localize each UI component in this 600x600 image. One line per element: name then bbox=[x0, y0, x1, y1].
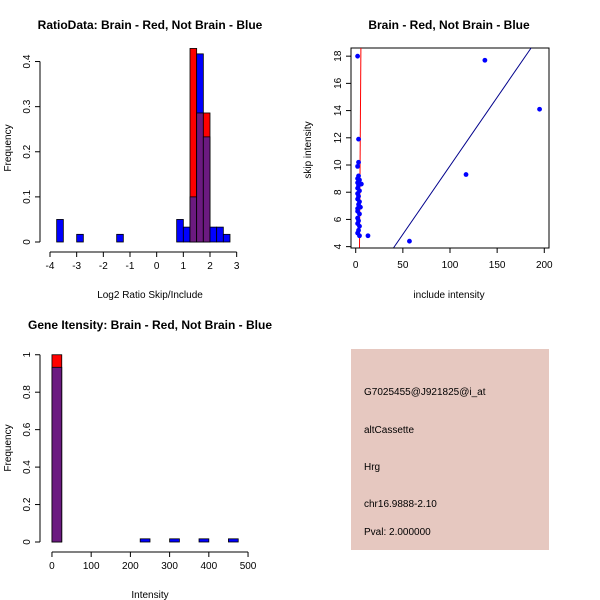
scatter-point bbox=[357, 233, 362, 239]
y-tick-label: 6 bbox=[333, 216, 344, 222]
x-tick-label: 200 bbox=[536, 260, 553, 271]
x-tick-label: 0 bbox=[49, 561, 55, 572]
y-tick-label: 0.2 bbox=[22, 497, 33, 511]
scatter-chart-title: Brain - Red, Not Brain - Blue bbox=[368, 18, 530, 32]
overlap-bar bbox=[189, 196, 198, 243]
info-gene-name: Hrg bbox=[364, 462, 380, 473]
histogram-bar bbox=[228, 538, 239, 543]
scatter-point bbox=[357, 211, 362, 217]
histogram-bar bbox=[176, 219, 184, 243]
x-tick-label: 2 bbox=[207, 261, 213, 272]
scatter-point bbox=[355, 163, 360, 169]
y-tick-label: 16 bbox=[333, 77, 344, 89]
x-tick-label: 300 bbox=[161, 561, 178, 572]
intensity-x-axis-label: Intensity bbox=[131, 590, 168, 600]
x-tick-label: 1 bbox=[181, 261, 187, 272]
scatter-point bbox=[407, 238, 412, 244]
x-tick-label: -3 bbox=[72, 261, 81, 272]
scatter-point bbox=[365, 233, 371, 239]
ratio-axes: -4 -3 -2 -1 0 1 2 3 0 0.1 0.2 0.3 0.4 bbox=[22, 54, 240, 272]
info-location: chr16.9888-2.10 bbox=[364, 499, 437, 510]
scatter-point bbox=[357, 223, 362, 229]
histogram-bar bbox=[182, 226, 191, 243]
y-tick-label: 1 bbox=[22, 352, 33, 358]
scatter-point bbox=[358, 181, 364, 187]
histogram-bar bbox=[169, 538, 180, 543]
y-tick-label: 0.4 bbox=[22, 460, 33, 474]
ratio-bars bbox=[56, 48, 231, 243]
scatter-plot-frame bbox=[350, 47, 550, 249]
y-tick-label: 0.8 bbox=[22, 385, 33, 399]
not-brain-fit-line bbox=[393, 47, 532, 249]
scatter-y-axis-label: skip intensity bbox=[303, 121, 314, 178]
y-tick-label: 12 bbox=[333, 132, 344, 144]
histogram-bar bbox=[209, 226, 218, 243]
histogram-bar bbox=[56, 219, 64, 243]
scatter-x-axis-label: include intensity bbox=[413, 290, 484, 301]
scatter-point bbox=[537, 106, 542, 112]
y-tick-label: 10 bbox=[333, 159, 344, 171]
intensity-axes: 0 100 200 300 400 500 0 0.2 0.4 0.6 0.8 1 bbox=[22, 352, 257, 572]
scatter-point bbox=[463, 172, 469, 177]
y-tick-label: 14 bbox=[333, 105, 344, 117]
scatter-point bbox=[356, 159, 361, 165]
overlap-bar bbox=[196, 112, 204, 243]
x-tick-label: -4 bbox=[46, 261, 55, 272]
histogram-bar bbox=[76, 233, 84, 243]
x-tick-label: 0 bbox=[154, 261, 160, 272]
ratio-chart-title: RatioData: Brain - Red, Not Brain - Blue bbox=[38, 18, 263, 32]
x-tick-label: 100 bbox=[83, 561, 100, 572]
scatter-axes: 0 50 100 150 200 4 6 8 10 12 14 16 18 bbox=[333, 50, 553, 271]
x-tick-label: 3 bbox=[234, 261, 240, 272]
ratio-y-axis-label: Frequency bbox=[3, 124, 14, 171]
x-tick-label: -1 bbox=[126, 261, 135, 272]
x-tick-label: 100 bbox=[442, 260, 459, 271]
info-panel: G7025455@J921825@i_at altCassette Hrg ch… bbox=[351, 349, 549, 550]
x-tick-label: 500 bbox=[240, 561, 257, 572]
y-tick-label: 0.6 bbox=[22, 422, 33, 436]
intensity-bars bbox=[51, 354, 239, 543]
scatter-point bbox=[356, 136, 361, 142]
scatter-content bbox=[355, 47, 542, 249]
histogram-bar bbox=[116, 233, 124, 243]
ratio-x-axis-label: Log2 Ratio Skip/Include bbox=[97, 290, 203, 301]
intensity-y-axis-label: Frequency bbox=[3, 424, 14, 471]
info-panel-background bbox=[351, 349, 549, 550]
x-tick-label: 400 bbox=[200, 561, 217, 572]
intensity-histogram-panel: Gene Itensity: Brain - Red, Not Brain - … bbox=[3, 318, 272, 600]
scatter-point bbox=[482, 57, 488, 63]
ratio-histogram-panel: RatioData: Brain - Red, Not Brain - Blue… bbox=[3, 18, 263, 301]
scatter-point bbox=[358, 204, 363, 210]
y-tick-label: 0.2 bbox=[22, 144, 33, 158]
x-tick-label: 200 bbox=[122, 561, 139, 572]
x-tick-label: 50 bbox=[397, 260, 409, 271]
y-tick-label: 0 bbox=[22, 239, 33, 245]
info-event-type: altCassette bbox=[364, 425, 414, 436]
overlap-bar bbox=[51, 366, 63, 543]
scatter-panel: Brain - Red, Not Brain - Blue 0 50 100 150 2… bbox=[303, 18, 553, 301]
x-tick-label: 0 bbox=[353, 260, 359, 271]
overlap-bar bbox=[202, 136, 211, 243]
y-tick-label: 0.1 bbox=[22, 189, 33, 203]
info-pval: Pval: 2.000000 bbox=[364, 527, 431, 538]
y-tick-label: 4 bbox=[333, 243, 344, 249]
histogram-bar bbox=[222, 233, 231, 243]
info-probe-id: G7025455@J921825@i_at bbox=[364, 387, 486, 398]
x-tick-label: -2 bbox=[99, 261, 108, 272]
y-tick-label: 0.4 bbox=[22, 54, 33, 68]
x-tick-label: 150 bbox=[489, 260, 506, 271]
y-tick-label: 0.3 bbox=[22, 99, 33, 113]
y-tick-label: 8 bbox=[333, 189, 344, 195]
intensity-chart-title: Gene Itensity: Brain - Red, Not Brain - … bbox=[28, 318, 272, 332]
histogram-bar bbox=[139, 538, 151, 543]
histogram-bar bbox=[198, 538, 210, 543]
y-tick-label: 18 bbox=[333, 50, 344, 62]
histogram-bar bbox=[216, 226, 224, 243]
y-tick-label: 0 bbox=[22, 539, 33, 545]
scatter-point bbox=[355, 53, 360, 59]
